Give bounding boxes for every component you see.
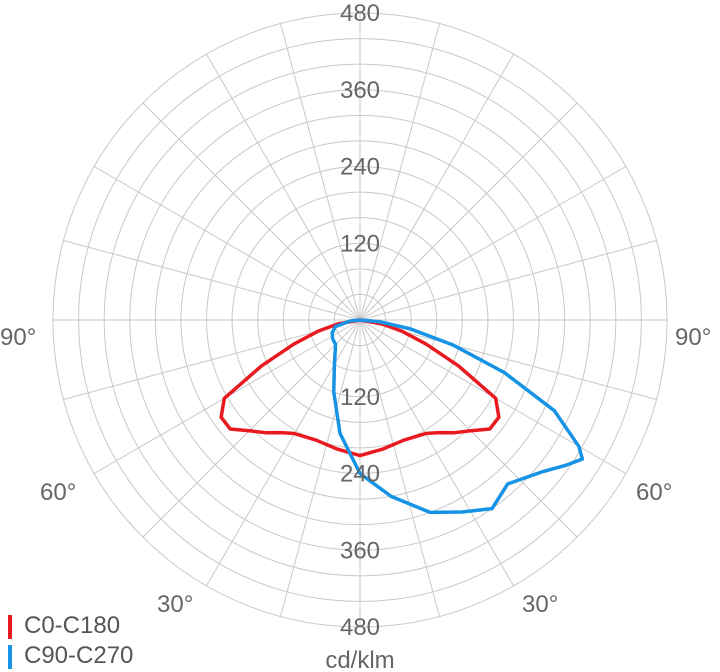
angle-label-30-right: 30°: [522, 591, 558, 618]
grid-spoke: [142, 319, 361, 538]
grid-spoke: [63, 240, 361, 321]
grid-spoke: [280, 319, 361, 617]
radial-tick-label-upper: 120: [340, 230, 380, 257]
radial-tick-label-upper: 240: [340, 154, 380, 181]
angle-label-90-left: 90°: [0, 324, 36, 351]
grid-spoke: [206, 319, 361, 587]
radial-tick-label-lower: 480: [340, 614, 380, 641]
unit-label: cd/klm: [325, 647, 394, 671]
light-distribution-curves: [219, 318, 585, 515]
legend-item-c90-c270: C90-C270: [6, 642, 206, 672]
grid-spoke: [142, 102, 361, 321]
radial-tick-label-lower: 360: [340, 537, 380, 564]
angle-label-30-left: 30°: [157, 591, 193, 618]
grid-spoke: [359, 240, 657, 321]
grid-spoke: [93, 166, 361, 321]
legend-item-c0-c180: C0-C180: [6, 612, 206, 642]
legend-swatch-red: [8, 615, 12, 639]
legend-label: C0-C180: [24, 612, 121, 639]
grid-spoke: [359, 319, 578, 538]
angle-label-60-left: 60°: [40, 479, 76, 506]
radial-tick-label-upper: 360: [340, 77, 380, 104]
angle-label-60-right: 60°: [636, 479, 672, 506]
grid-spoke: [359, 102, 578, 321]
legend-label: C90-C270: [24, 642, 134, 669]
grid-spoke: [359, 319, 514, 587]
series-line-c0-c180: [219, 318, 501, 458]
legend-swatch-blue: [8, 645, 12, 669]
radial-tick-label-lower: 240: [340, 461, 380, 488]
grid-spoke: [359, 319, 440, 617]
angle-label-90-right: 90°: [675, 324, 711, 351]
grid-spoke: [280, 23, 361, 321]
grid-spoke: [206, 53, 361, 321]
grid-spoke: [359, 23, 440, 321]
legend: C0-C180 C90-C270: [6, 612, 206, 672]
series-line-c90-c270: [330, 318, 585, 515]
grid-spoke: [359, 166, 627, 321]
grid-spoke: [359, 53, 514, 321]
radial-tick-label-lower: 120: [340, 384, 380, 411]
radial-tick-label-upper: 480: [340, 0, 380, 27]
